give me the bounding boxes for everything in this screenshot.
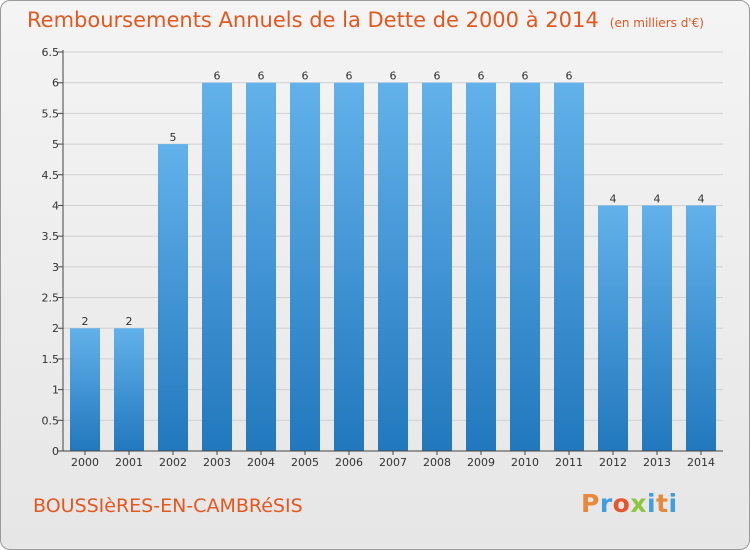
y-tick-label: 6 xyxy=(52,77,59,90)
x-tick-label-2004: 2004 xyxy=(247,456,275,469)
y-tick-label: 3.5 xyxy=(42,230,60,243)
bar-2013 xyxy=(642,205,672,451)
data-label-2011: 6 xyxy=(566,70,573,83)
x-tick-label-2011: 2011 xyxy=(555,456,583,469)
y-tick-label: 4 xyxy=(52,199,59,212)
bar-2005 xyxy=(290,82,320,451)
data-label-2009: 6 xyxy=(478,70,485,83)
bar-2001 xyxy=(114,328,144,451)
chart-subtitle: (en milliers d'€) xyxy=(609,16,704,30)
y-tick-label: 1.5 xyxy=(42,353,60,366)
bar-2004 xyxy=(246,82,276,451)
data-label-2014: 4 xyxy=(698,192,705,205)
x-tick-label-2014: 2014 xyxy=(687,456,715,469)
y-tick-label: 6.5 xyxy=(42,46,60,59)
x-tick-label-2002: 2002 xyxy=(159,456,187,469)
y-tick-label: 0.5 xyxy=(42,414,60,427)
y-tick-label: 3 xyxy=(52,261,59,274)
x-tick-label-2010: 2010 xyxy=(511,456,539,469)
x-tick-label-2012: 2012 xyxy=(599,456,627,469)
y-tick-label: 4.5 xyxy=(42,169,60,182)
data-label-2012: 4 xyxy=(610,192,617,205)
y-tick-label: 2 xyxy=(52,322,59,335)
y-tick-label: 5 xyxy=(52,138,59,151)
x-tick-label-2003: 2003 xyxy=(203,456,231,469)
town-name: BOUSSIèRES-EN-CAMBRéSIS xyxy=(33,495,303,517)
logo-letter: i xyxy=(668,489,678,518)
x-tick-label-2007: 2007 xyxy=(379,456,407,469)
bar-2011 xyxy=(554,82,584,451)
data-labels: 2 2 5 6 6 6 6 6 6 6 6 6 4 4 4 xyxy=(82,70,705,329)
data-label-2010: 6 xyxy=(522,70,529,83)
logo-letter: x xyxy=(630,489,647,518)
data-label-2007: 6 xyxy=(390,70,397,83)
x-tick-label-2009: 2009 xyxy=(467,456,495,469)
x-tick-label-2008: 2008 xyxy=(423,456,451,469)
x-tick-label-2000: 2000 xyxy=(71,456,99,469)
logo-letter: i xyxy=(647,489,657,518)
bar-2002 xyxy=(158,144,188,452)
data-label-2000: 2 xyxy=(82,315,89,328)
logo-letter: P xyxy=(581,489,600,518)
data-label-2002: 5 xyxy=(170,131,177,144)
bar-2007 xyxy=(378,82,408,451)
bar-2000 xyxy=(70,328,100,451)
data-label-2013: 4 xyxy=(654,192,661,205)
x-tick-label-2001: 2001 xyxy=(115,456,143,469)
logo-letter: o xyxy=(612,489,631,518)
y-tick-label: 0 xyxy=(52,445,59,458)
data-label-2001: 2 xyxy=(126,315,133,328)
bars xyxy=(70,82,716,452)
data-label-2003: 6 xyxy=(214,70,221,83)
y-tick-label: 2.5 xyxy=(42,292,60,305)
data-label-2005: 6 xyxy=(302,70,309,83)
bar-2003 xyxy=(202,82,232,451)
chart-title-line: Remboursements Annuels de la Dette de 20… xyxy=(27,8,704,32)
data-label-2008: 6 xyxy=(434,70,441,83)
bar-2010 xyxy=(510,82,540,451)
data-label-2004: 6 xyxy=(258,70,265,83)
x-tick-label-2005: 2005 xyxy=(291,456,319,469)
bar-2009 xyxy=(466,82,496,451)
axes: 0 0.5 1 1.5 2 2.5 3 3.5 4 4.5 5 5.5 6 6.5 2000 2001 2002… xyxy=(42,46,723,469)
bar-2008 xyxy=(422,82,452,451)
bar-2006 xyxy=(334,82,364,451)
chart-title: Remboursements Annuels de la Dette de 20… xyxy=(27,8,599,32)
y-tick-label: 5.5 xyxy=(42,107,60,120)
y-tick-label: 1 xyxy=(52,384,59,397)
bar-chart: 2 2 5 6 6 6 6 6 6 6 6 6 4 4 4 0 0.5 1 1.5 2 2.5 3 3.5 4 4.5 5 5.5… xyxy=(42,46,723,469)
proxiti-logo: Proxiti xyxy=(581,489,678,518)
x-tick-label-2006: 2006 xyxy=(335,456,363,469)
bar-2014 xyxy=(686,205,716,451)
bar-2012 xyxy=(598,205,628,451)
logo-letter: t xyxy=(656,489,669,518)
logo-letter: r xyxy=(599,489,613,518)
data-label-2006: 6 xyxy=(346,70,353,83)
x-tick-label-2013: 2013 xyxy=(643,456,671,469)
